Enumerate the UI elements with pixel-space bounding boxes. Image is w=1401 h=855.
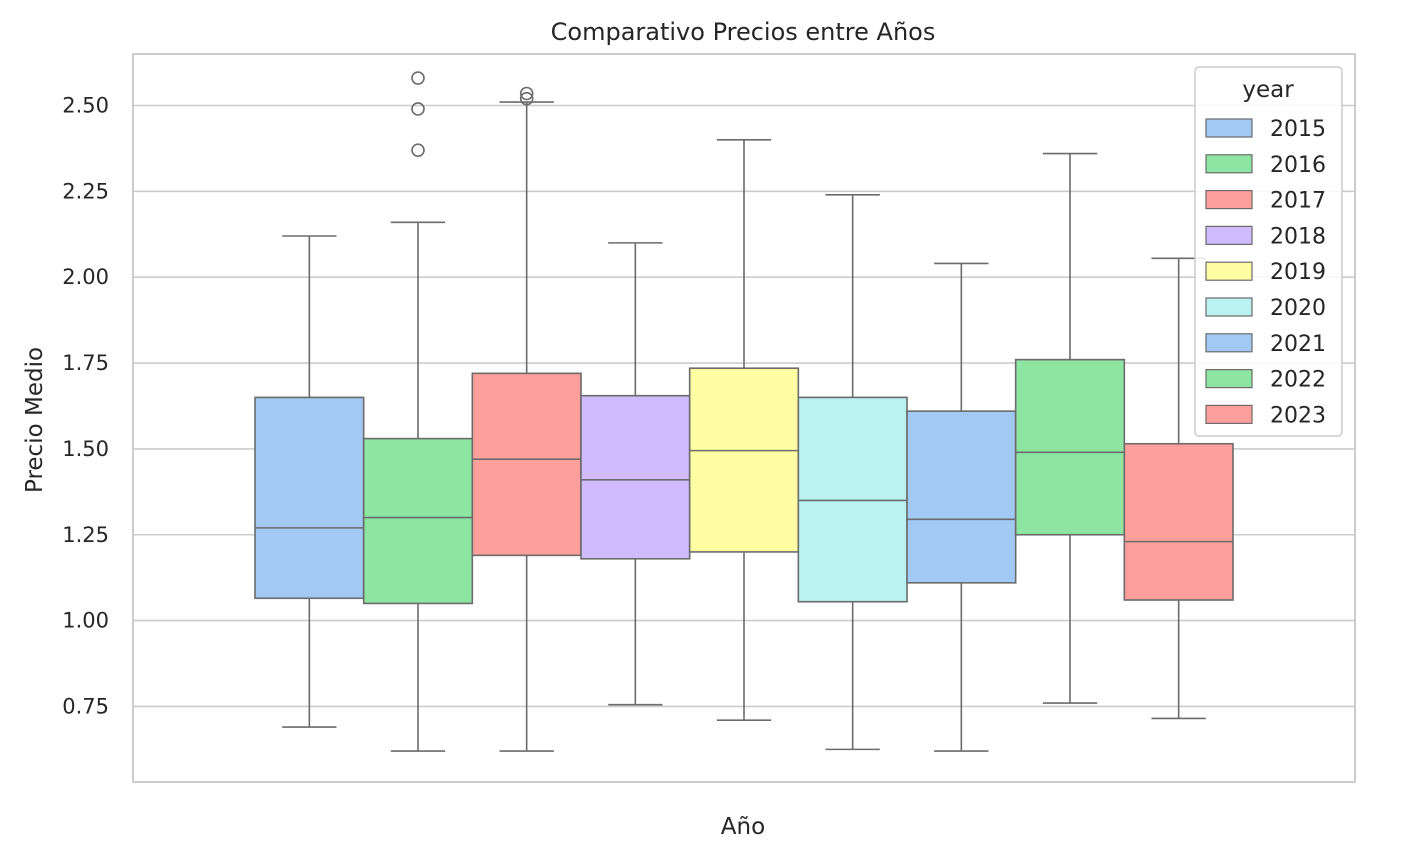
box-2021 [906, 262, 1017, 752]
x-axis-label: Año [721, 814, 765, 840]
legend-items: 2015 2016 2017 2018 2019 2020 2021 2022 2023 [1205, 117, 1326, 428]
legend-label: 2016 [1270, 153, 1326, 178]
legend-label: 2018 [1270, 224, 1326, 249]
legend-swatch [1205, 225, 1253, 245]
box-2018 [580, 242, 691, 706]
box-iqr [906, 410, 1017, 584]
legend-swatch [1205, 297, 1253, 317]
y-axis-label: Precio Medio [22, 347, 48, 493]
outlier-point [411, 143, 425, 157]
box-2019 [688, 139, 800, 721]
legend-label: 2015 [1270, 117, 1326, 142]
box-iqr [362, 437, 474, 605]
box-iqr [471, 372, 582, 557]
box-2015 [254, 235, 365, 728]
legend-swatch [1205, 369, 1253, 389]
box-2017 [471, 86, 582, 752]
legend: year 2015 2016 2017 2018 2019 2020 2021 2022 202… [1194, 66, 1343, 437]
legend-label: 2017 [1270, 189, 1326, 214]
box-2020 [797, 193, 908, 751]
legend-swatch [1205, 190, 1253, 210]
box-iqr [1123, 442, 1234, 601]
y-axis-ticks: 0.75 1.00 1.25 1.50 1.75 2.00 2.25 2.50 [62, 94, 109, 719]
outlier-point [519, 86, 534, 101]
legend-item-2021: 2021 [1205, 332, 1326, 357]
legend-label: 2021 [1270, 332, 1326, 357]
y-tick-label: 2.00 [62, 265, 109, 289]
legend-title: year [1242, 77, 1294, 103]
legend-swatch [1205, 154, 1253, 174]
legend-item-2015: 2015 [1205, 117, 1326, 142]
boxes [254, 71, 1234, 752]
y-tick-label: 1.75 [62, 351, 109, 375]
outlier-point [411, 102, 425, 116]
legend-item-2020: 2020 [1205, 296, 1326, 321]
outlier-point [519, 91, 534, 106]
y-tick-label: 1.00 [62, 609, 109, 633]
legend-swatch [1205, 404, 1253, 424]
legend-item-2018: 2018 [1205, 224, 1326, 249]
plot-frame [132, 53, 1356, 783]
box-2022 [1014, 152, 1126, 704]
outlier-point [411, 71, 425, 85]
y-tick-label: 1.25 [62, 523, 109, 547]
legend-label: 2022 [1270, 368, 1326, 393]
y-tick-label: 1.50 [62, 437, 109, 461]
legend-item-2016: 2016 [1205, 153, 1326, 178]
box-2016 [362, 71, 474, 752]
box-2023 [1123, 257, 1234, 720]
y-tick-label: 2.25 [62, 179, 109, 203]
legend-item-2022: 2022 [1205, 368, 1326, 393]
box-iqr [254, 396, 365, 600]
legend-label: 2023 [1270, 403, 1326, 428]
chart-title: Comparativo Precios entre Años [551, 18, 936, 46]
box-iqr [688, 367, 800, 553]
legend-item-2023: 2023 [1205, 403, 1326, 428]
legend-swatch [1205, 118, 1253, 138]
box-iqr [580, 394, 691, 560]
legend-item-2019: 2019 [1205, 260, 1326, 285]
legend-swatch [1205, 333, 1253, 353]
legend-label: 2020 [1270, 296, 1326, 321]
y-tick-label: 0.75 [62, 694, 109, 718]
y-tick-label: 2.50 [62, 94, 109, 118]
legend-swatch [1205, 261, 1253, 281]
box-iqr [797, 396, 908, 603]
legend-item-2017: 2017 [1205, 189, 1326, 214]
legend-label: 2019 [1270, 260, 1326, 285]
box-iqr [1014, 358, 1126, 536]
